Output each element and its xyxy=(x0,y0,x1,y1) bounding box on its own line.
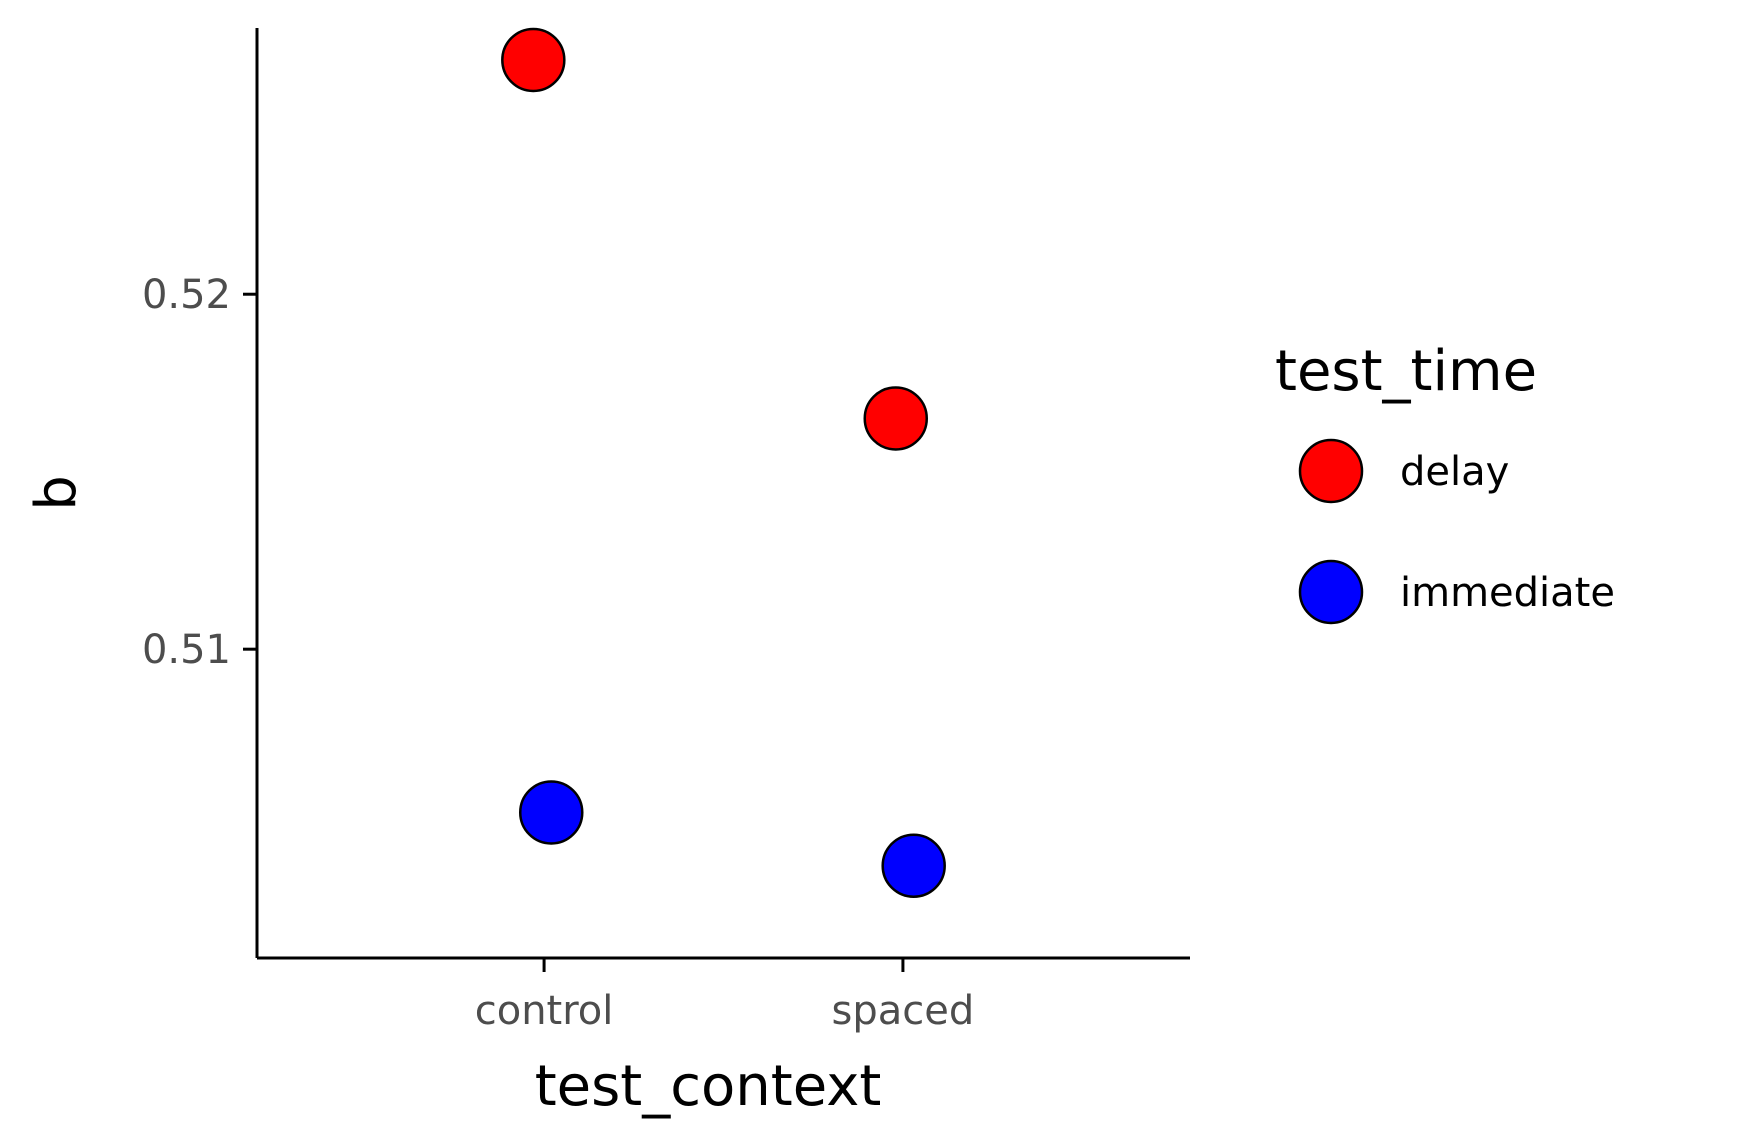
point-immediate-spaced xyxy=(881,833,946,898)
y-ticks: 0.51 0.52 xyxy=(142,272,257,673)
legend-title: test_time xyxy=(1275,339,1537,404)
point-immediate-control xyxy=(519,780,584,845)
x-tick-label: control xyxy=(475,988,614,1034)
legend-items: delay immediate xyxy=(1298,438,1615,625)
x-axis-title: test_context xyxy=(535,1054,882,1119)
x-tick-label: spaced xyxy=(832,988,975,1034)
data-points xyxy=(501,27,946,898)
y-tick-label: 0.52 xyxy=(142,272,231,318)
plot-area: 0.51 0.52 control spaced xyxy=(142,27,1190,1034)
legend-key-immediate xyxy=(1298,559,1364,625)
y-axis-title: b xyxy=(24,475,89,511)
legend: test_time delay immediate xyxy=(1275,339,1615,625)
y-tick-label: 0.51 xyxy=(142,627,231,673)
x-ticks: control spaced xyxy=(475,958,975,1034)
point-delay-control xyxy=(501,27,566,93)
point-delay-spaced xyxy=(863,386,928,451)
legend-label-delay: delay xyxy=(1400,449,1509,495)
legend-label-immediate: immediate xyxy=(1400,570,1615,616)
legend-key-delay xyxy=(1298,438,1364,504)
